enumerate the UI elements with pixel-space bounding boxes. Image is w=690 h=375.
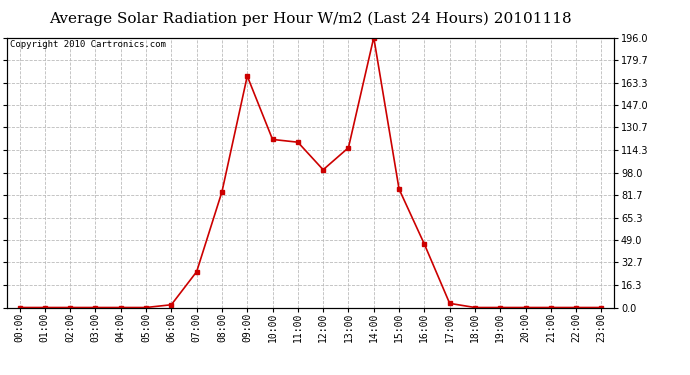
Text: Copyright 2010 Cartronics.com: Copyright 2010 Cartronics.com: [10, 40, 166, 49]
Text: Average Solar Radiation per Hour W/m2 (Last 24 Hours) 20101118: Average Solar Radiation per Hour W/m2 (L…: [49, 11, 572, 26]
